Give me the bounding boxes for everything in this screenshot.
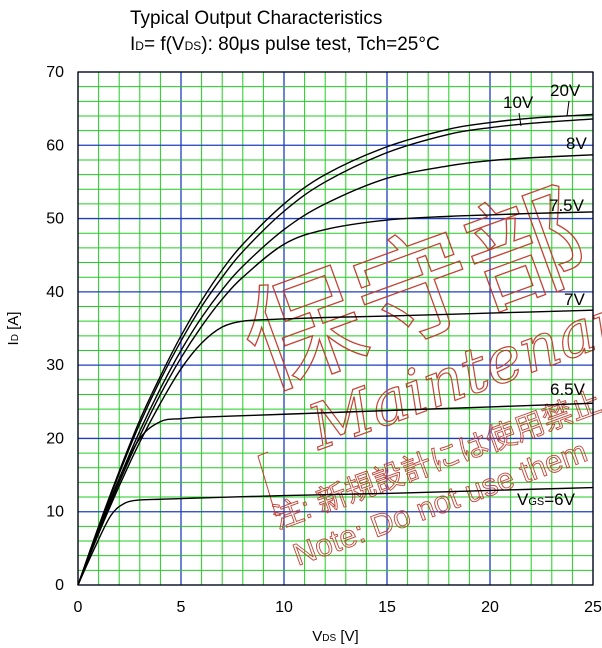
chart-title: Typical Output Characteristics ID= f(VDS… (130, 6, 440, 59)
title-function: = f(V (143, 34, 185, 55)
x-axis-label: VDS [V] (312, 628, 358, 645)
curve-label-20v: 20V (550, 81, 581, 100)
title-vds-subscript: DS (184, 39, 202, 53)
y-axis-label: ID [A] (5, 312, 22, 346)
curve-label-8v: 8V (566, 134, 587, 153)
x-tick-label: 0 (74, 599, 83, 616)
y-tick-label: 0 (55, 577, 64, 594)
y-axis-label-unit: [A] (5, 312, 22, 335)
y-tick-label: 20 (46, 430, 64, 447)
title-id-symbol: I (130, 34, 136, 55)
title-id-subscript: D (135, 39, 144, 53)
x-axis-label-symbol: V (312, 628, 322, 645)
curve-8v (77, 154, 594, 586)
y-tick-label: 40 (46, 284, 64, 301)
chart-title-line2: ID= f(VDS): 80μs pulse test, Tch=25°C (130, 32, 440, 59)
y-tick-label: 30 (46, 357, 64, 374)
x-axis-label-subscript: DS (322, 633, 336, 644)
curve-group (77, 113, 594, 586)
y-axis-label-subscript: D (10, 334, 21, 341)
curve-label-7v: 7V (564, 290, 585, 309)
curve-6-5v (77, 402, 594, 586)
plot-frame (77, 71, 594, 586)
chart-title-line1: Typical Output Characteristics (130, 8, 383, 29)
curve-label-10v: 10V (503, 93, 534, 112)
y-tick-label: 70 (46, 64, 64, 81)
title-conditions: ): 80μs pulse test, Tch=25°C (201, 34, 440, 55)
axis-ticks: 0 5 10 15 20 25 0 10 20 30 40 50 60 70 (46, 64, 602, 616)
watermark-bracket (257, 451, 287, 517)
y-tick-label: 60 (46, 137, 64, 154)
x-tick-label: 5 (177, 599, 186, 616)
curve-labels: 20V 10V 8V 7.5V 7V 6.5V VGS=6V (503, 81, 587, 509)
curve-7v (77, 309, 594, 586)
curve-label-6-5v: 6.5V (550, 380, 586, 399)
y-tick-label: 10 (46, 504, 64, 521)
curve-label-v-gs-6v: VGS=6V (517, 490, 576, 509)
watermark: 保守部 Maintenance 注: 新規設計には使用禁止 Note: Do n… (224, 164, 602, 573)
x-tick-label: 20 (481, 599, 499, 616)
curve-label-7-5v: 7.5V (549, 196, 585, 215)
y-axis-label-symbol: I (5, 341, 22, 345)
x-axis-label-unit: [V] (336, 628, 359, 645)
x-tick-label: 10 (275, 599, 293, 616)
x-tick-label: 15 (378, 599, 396, 616)
y-tick-label: 50 (46, 211, 64, 228)
x-tick-label: 25 (584, 599, 602, 616)
curve-20v (77, 113, 594, 586)
curve-label-leader (518, 112, 522, 127)
curve-10v (77, 118, 594, 586)
curve-7-5v (77, 211, 594, 586)
curve-v-gs-6v (77, 486, 594, 586)
curve-label-leader (566, 100, 570, 117)
